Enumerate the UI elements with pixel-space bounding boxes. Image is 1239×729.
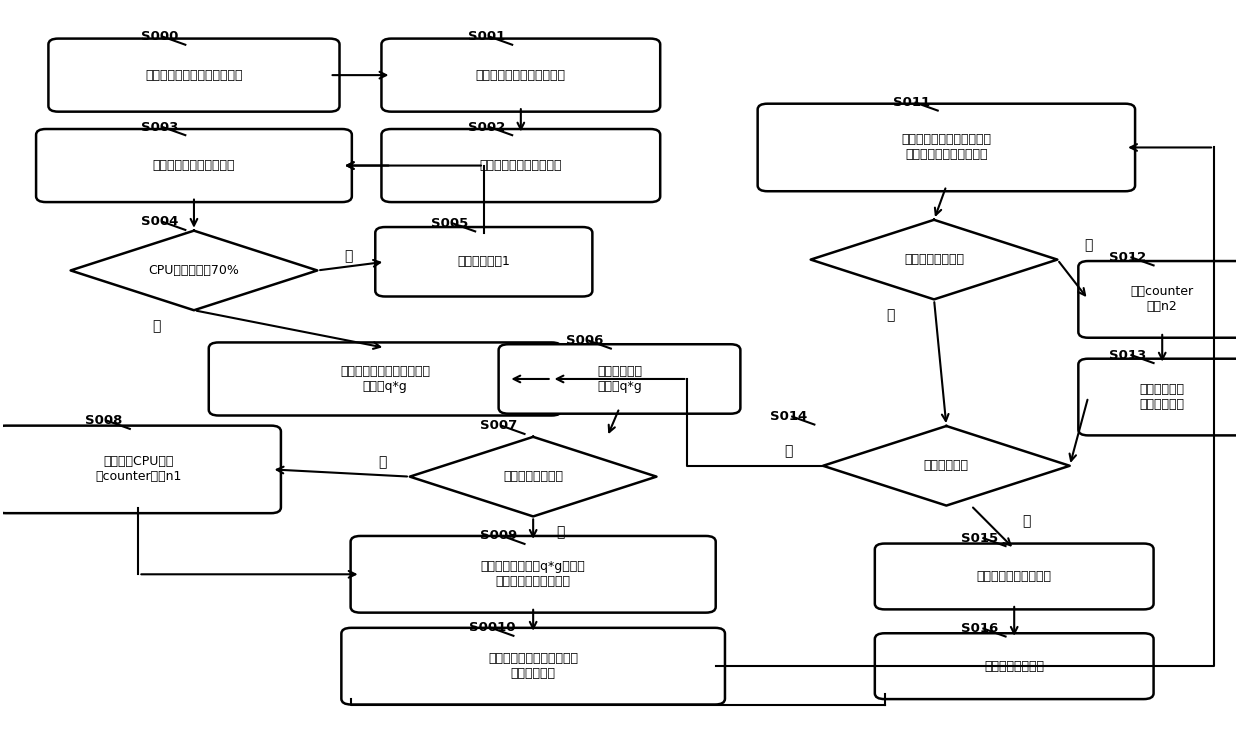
Text: S003: S003: [141, 121, 178, 133]
Text: 返回对应文件映射内核对象: 返回对应文件映射内核对象: [476, 69, 566, 82]
Text: S007: S007: [481, 419, 518, 432]
Text: S014: S014: [769, 410, 808, 423]
Text: 是: 是: [1022, 515, 1031, 529]
Text: S000: S000: [141, 31, 178, 43]
Text: S008: S008: [85, 414, 123, 427]
FancyBboxPatch shape: [1078, 261, 1239, 338]
FancyBboxPatch shape: [375, 227, 592, 297]
FancyBboxPatch shape: [498, 344, 741, 413]
Text: S004: S004: [141, 216, 178, 228]
FancyBboxPatch shape: [0, 426, 281, 513]
Text: 数据访问完毕: 数据访问完毕: [924, 459, 969, 472]
Text: 否: 否: [152, 319, 161, 333]
Text: 关闭文件内核对象: 关闭文件内核对象: [984, 660, 1044, 673]
Text: 创建或打开一个文件内核对象: 创建或打开一个文件内核对象: [145, 69, 243, 82]
Text: S002: S002: [468, 121, 506, 133]
Text: 通过指向文件映像的指针对
文件进行访问: 通过指向文件映像的指针对 文件进行访问: [488, 652, 579, 680]
Text: 关闭文件映射内核对象: 关闭文件映射内核对象: [976, 570, 1052, 583]
Text: S009: S009: [481, 529, 518, 542]
FancyBboxPatch shape: [36, 129, 352, 202]
Text: 为第一次映射视图: 为第一次映射视图: [503, 470, 564, 483]
Polygon shape: [71, 230, 317, 311]
Text: S005: S005: [431, 217, 468, 230]
Text: S016: S016: [961, 622, 999, 635]
Text: 是: 是: [344, 249, 352, 263]
Text: S001: S001: [468, 31, 506, 43]
Text: 文件分段数加1: 文件分段数加1: [457, 255, 510, 268]
Text: 否: 否: [784, 444, 793, 459]
Polygon shape: [410, 437, 657, 516]
FancyBboxPatch shape: [351, 536, 716, 612]
FancyBboxPatch shape: [208, 343, 561, 416]
Text: 是: 是: [1084, 238, 1093, 252]
FancyBboxPatch shape: [48, 39, 339, 112]
Text: S013: S013: [1109, 348, 1146, 362]
FancyBboxPatch shape: [382, 129, 660, 202]
Text: S012: S012: [1109, 251, 1146, 264]
FancyBboxPatch shape: [342, 628, 725, 704]
FancyBboxPatch shape: [875, 544, 1154, 609]
Text: 获取counter
计数n2: 获取counter 计数n2: [1131, 285, 1194, 313]
Text: 计算映射每段的系统分配粒
度数量q*g: 计算映射每段的系统分配粒 度数量q*g: [341, 365, 430, 393]
FancyBboxPatch shape: [1078, 359, 1239, 435]
Text: 是: 是: [378, 455, 387, 469]
Text: 否: 否: [887, 308, 895, 322]
Text: S0010: S0010: [470, 621, 515, 634]
Text: S011: S011: [893, 96, 930, 109]
Text: 获取当前CPU频率
及counter计数n1: 获取当前CPU频率 及counter计数n1: [95, 456, 182, 483]
FancyBboxPatch shape: [382, 39, 660, 112]
Text: 将文件映射对象的q*g大小映
射到创建的文件印象中: 将文件映射对象的q*g大小映 射到创建的文件印象中: [481, 561, 586, 588]
Text: S015: S015: [961, 531, 999, 545]
Text: 对线程时间片
做出对应调整: 对线程时间片 做出对应调整: [1140, 383, 1184, 411]
Text: 否: 否: [556, 526, 565, 539]
Text: 对文件进行动态分段处理: 对文件进行动态分段处理: [152, 159, 235, 172]
Text: S006: S006: [566, 334, 603, 347]
Polygon shape: [823, 426, 1069, 506]
Text: 从进程的地址空间撤销文件
映射好的内核对象的映射: 从进程的地址空间撤销文件 映射好的内核对象的映射: [901, 133, 991, 161]
FancyBboxPatch shape: [757, 104, 1135, 191]
Text: 将映射起始位
置增加q*g: 将映射起始位 置增加q*g: [597, 365, 642, 393]
Polygon shape: [810, 220, 1057, 300]
Text: 为第一次映射视图: 为第一次映射视图: [904, 253, 964, 266]
FancyBboxPatch shape: [875, 634, 1154, 699]
Text: 获取分配粒度及文件尺寸: 获取分配粒度及文件尺寸: [479, 159, 563, 172]
Text: CPU利用率小于70%: CPU利用率小于70%: [149, 264, 239, 277]
